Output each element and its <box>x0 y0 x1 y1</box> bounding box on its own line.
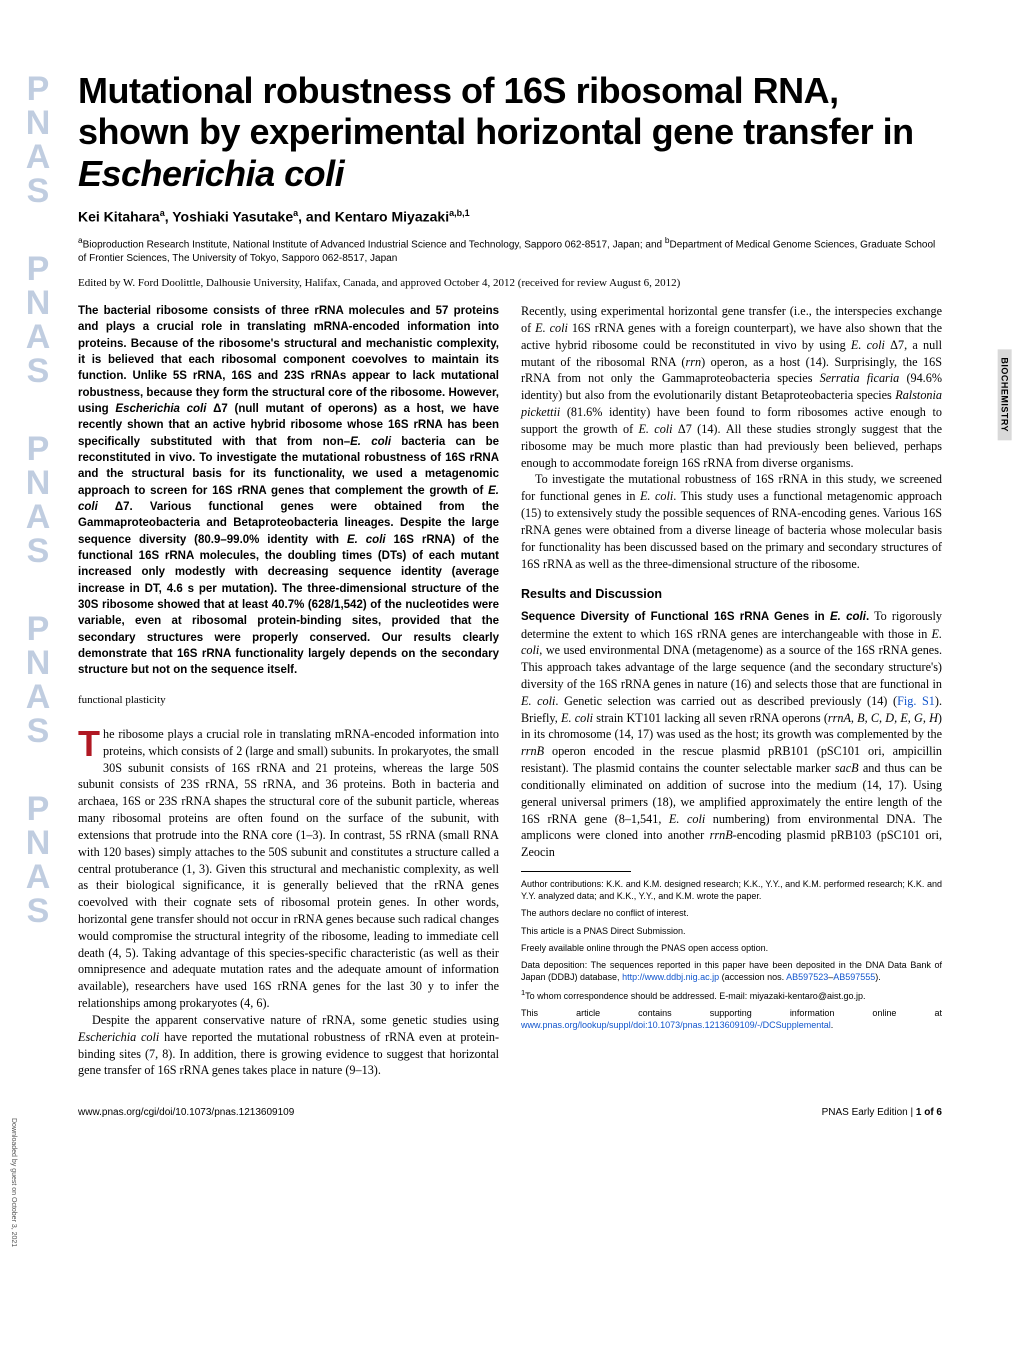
pnas-logo-stripe: P N A S <box>18 70 58 970</box>
body-paragraph: Sequence Diversity of Functional 16S rRN… <box>521 608 942 861</box>
dropcap-letter: T <box>78 726 103 760</box>
footnote-item: This article contains supporting informa… <box>521 1007 942 1031</box>
footer-doi: www.pnas.org/cgi/doi/10.1073/pnas.121360… <box>78 1107 294 1118</box>
footnote-item: 1To whom correspondence should be addres… <box>521 988 942 1002</box>
affiliations: aBioproduction Research Institute, Natio… <box>78 235 942 265</box>
section-category-tab: BIOCHEMISTRY <box>998 349 1012 440</box>
abstract-text: The bacterial ribosome consists of three… <box>78 303 499 679</box>
footnote-rule <box>521 871 631 872</box>
right-column: Recently, using experimental horizontal … <box>521 303 942 1079</box>
footnote-item: Freely available online through the PNAS… <box>521 942 942 954</box>
footnotes-block: Author contributions: K.K. and K.M. desi… <box>521 878 942 1031</box>
left-column: The bacterial ribosome consists of three… <box>78 303 499 1079</box>
download-note: Downloaded by guest on October 3, 2021 <box>10 1118 17 1247</box>
article-title: Mutational robustness of 16S ribosomal R… <box>78 70 942 194</box>
body-paragraph: The ribosome plays a crucial role in tra… <box>78 726 499 1012</box>
footnote-item: Data deposition: The sequences reported … <box>521 959 942 983</box>
author-list: Kei Kitaharaa, Yoshiaki Yasutakea, and K… <box>78 208 942 225</box>
footnote-item: This article is a PNAS Direct Submission… <box>521 925 942 937</box>
section-heading: Results and Discussion <box>521 586 942 603</box>
footer-page-number: PNAS Early Edition | 1 of 6 <box>822 1107 942 1118</box>
sub-heading: Sequence Diversity of Functional 16S rRN… <box>521 611 869 623</box>
body-paragraph: Recently, using experimental horizontal … <box>521 303 942 471</box>
footnote-item: Author contributions: K.K. and K.M. desi… <box>521 878 942 902</box>
keywords-line: functional plasticity <box>78 693 499 708</box>
page-footer: www.pnas.org/cgi/doi/10.1073/pnas.121360… <box>78 1107 942 1118</box>
body-paragraph: To investigate the mutational robustness… <box>521 471 942 572</box>
body-paragraph: Despite the apparent conservative nature… <box>78 1012 499 1079</box>
footnote-item: The authors declare no conflict of inter… <box>521 907 942 919</box>
edited-by-line: Edited by W. Ford Doolittle, Dalhousie U… <box>78 277 942 289</box>
